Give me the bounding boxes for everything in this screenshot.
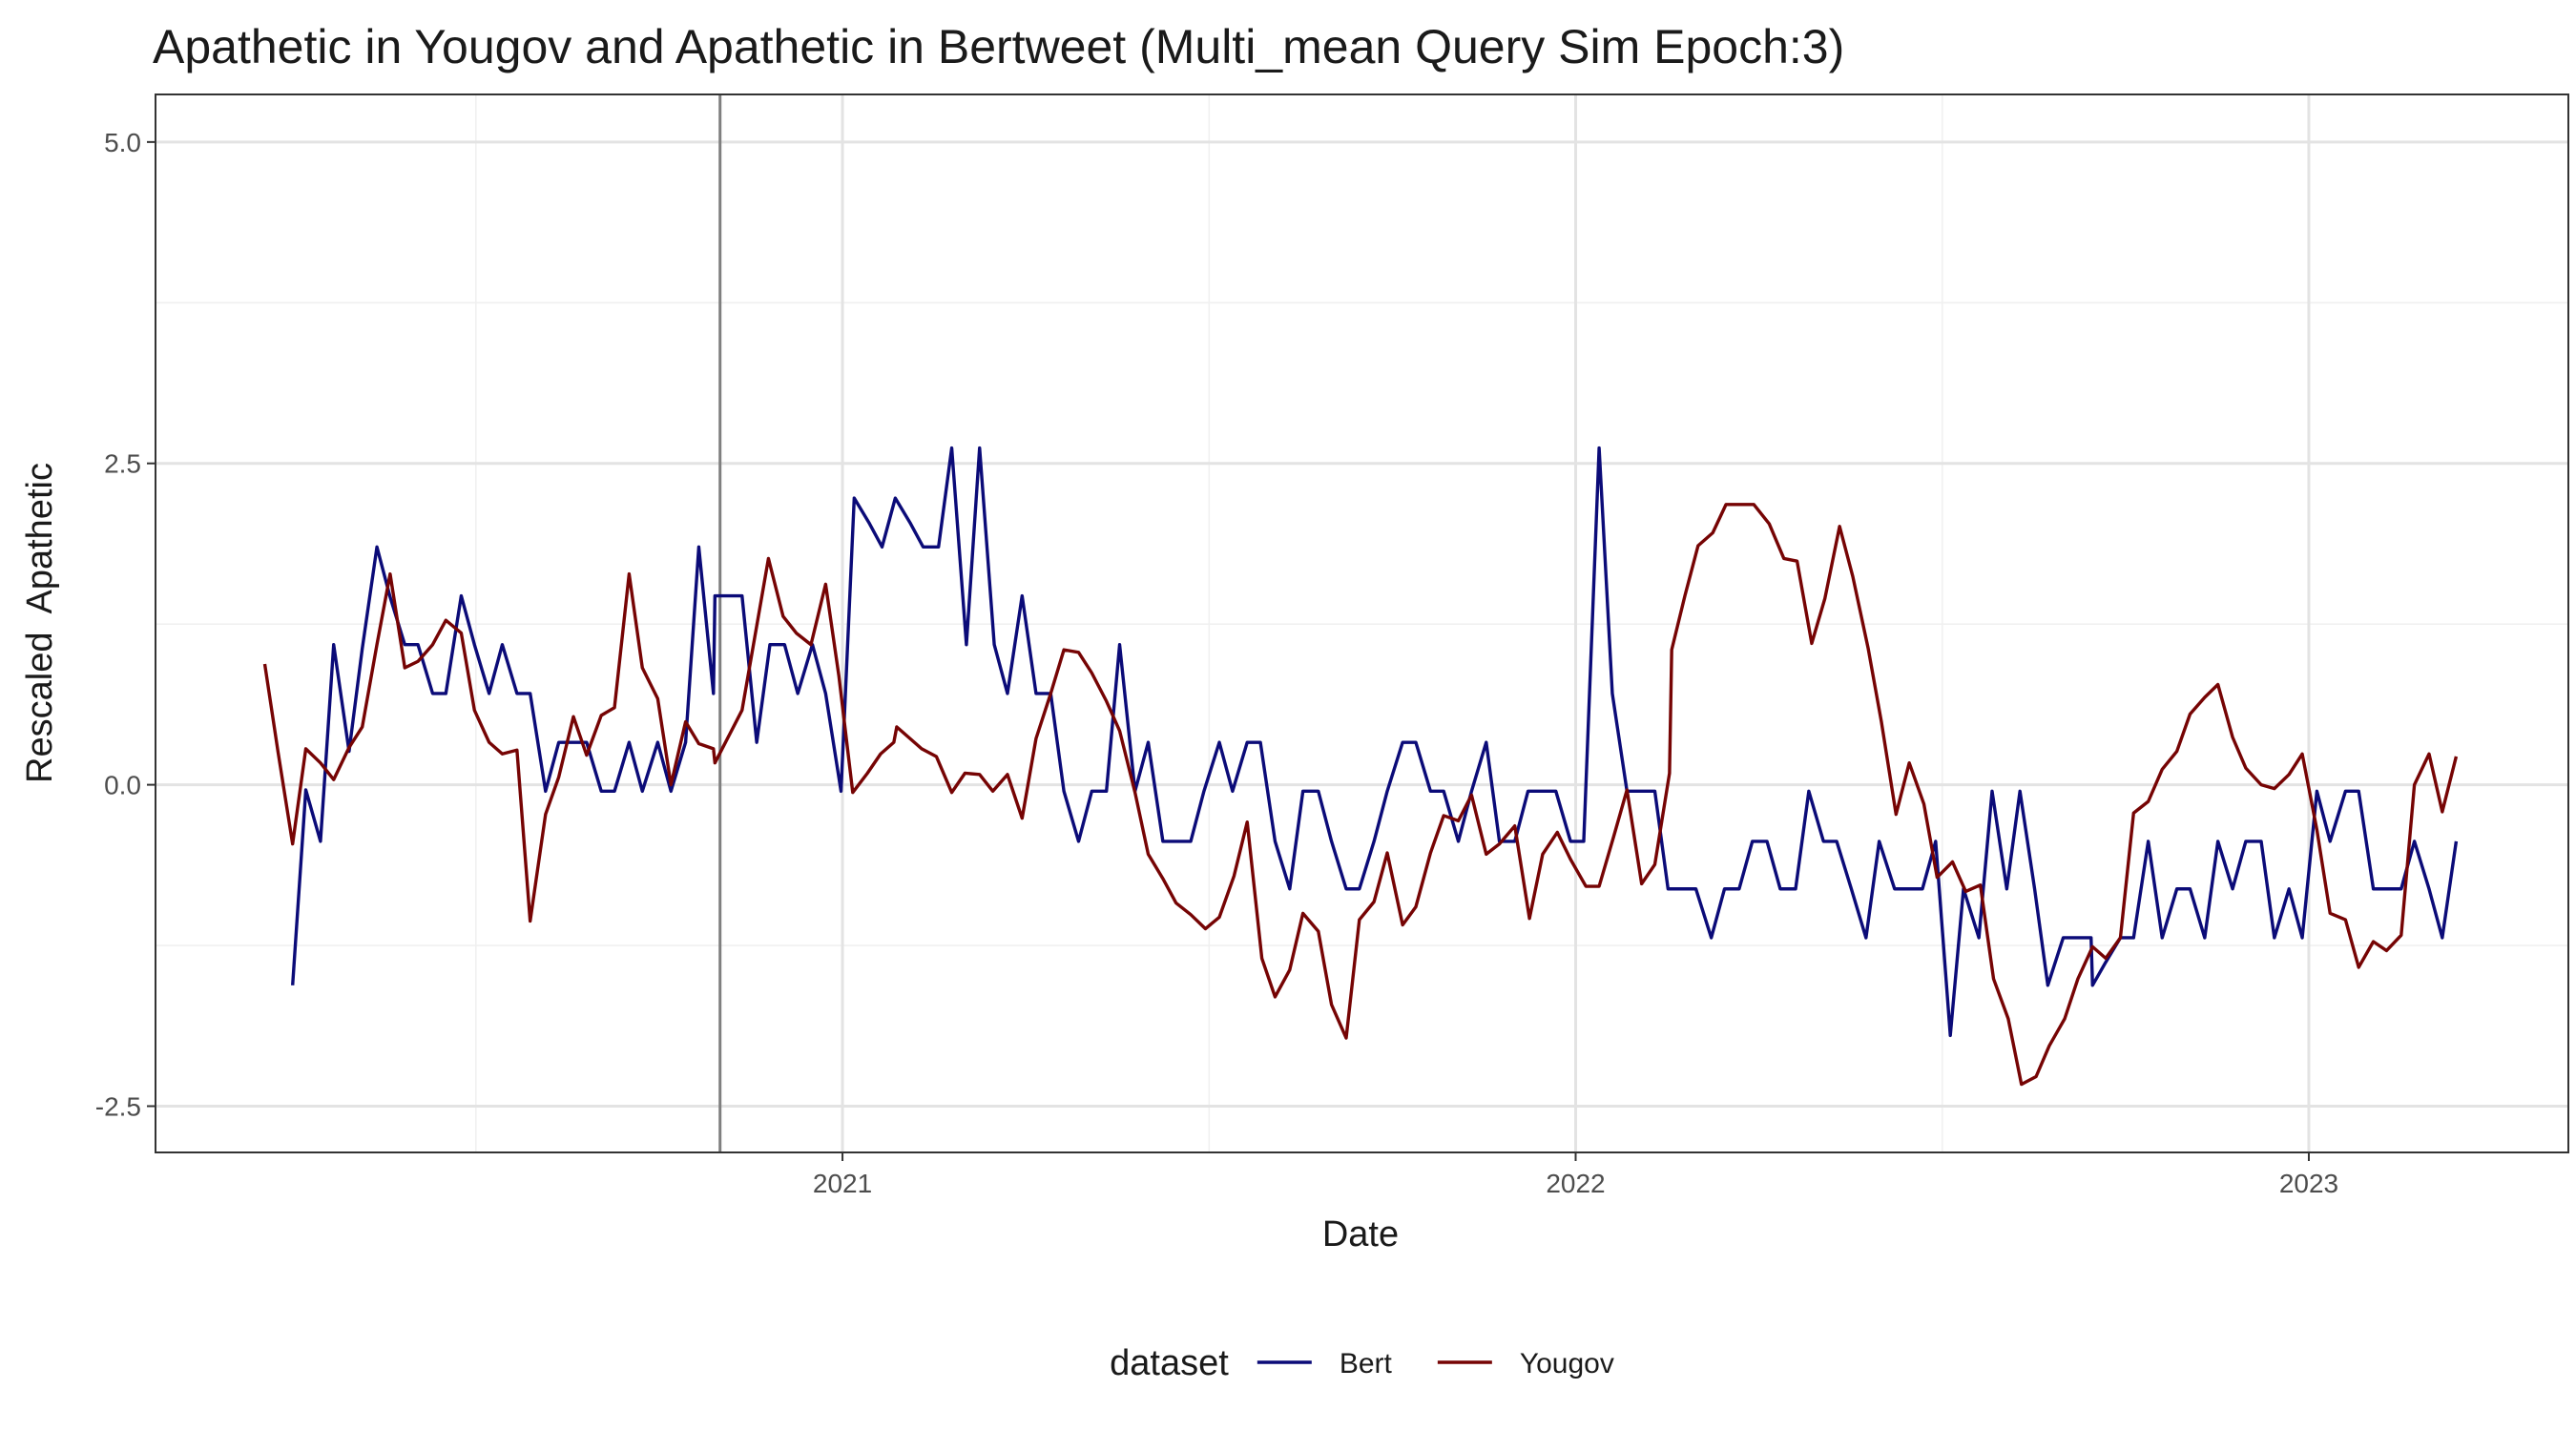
legend: dataset Bert Yougov bbox=[1110, 1343, 1614, 1383]
legend-label: Yougov bbox=[1520, 1348, 1614, 1379]
y-tick-label: 2.5 bbox=[104, 449, 141, 479]
data-line bbox=[262, 503, 2459, 1087]
x-tick-label: 2023 bbox=[2279, 1169, 2338, 1198]
x-tick-label: 2022 bbox=[1546, 1169, 1605, 1198]
y-axis-title: Rescaled Apathetic bbox=[20, 463, 60, 783]
chart-title: Apathetic in Yougov and Apathetic in Ber… bbox=[153, 20, 1844, 73]
legend-label: Bert bbox=[1340, 1348, 1393, 1379]
y-tick-label: 5.0 bbox=[104, 128, 141, 157]
x-tick-label: 2021 bbox=[813, 1169, 872, 1198]
plot-border bbox=[155, 93, 2569, 1153]
data-line bbox=[291, 446, 2459, 1038]
x-axis-title: Date bbox=[1322, 1214, 1399, 1255]
legend-title: dataset bbox=[1110, 1343, 1229, 1383]
y-tick-label: 0.0 bbox=[104, 771, 141, 800]
y-tick-label: -2.5 bbox=[95, 1091, 141, 1121]
